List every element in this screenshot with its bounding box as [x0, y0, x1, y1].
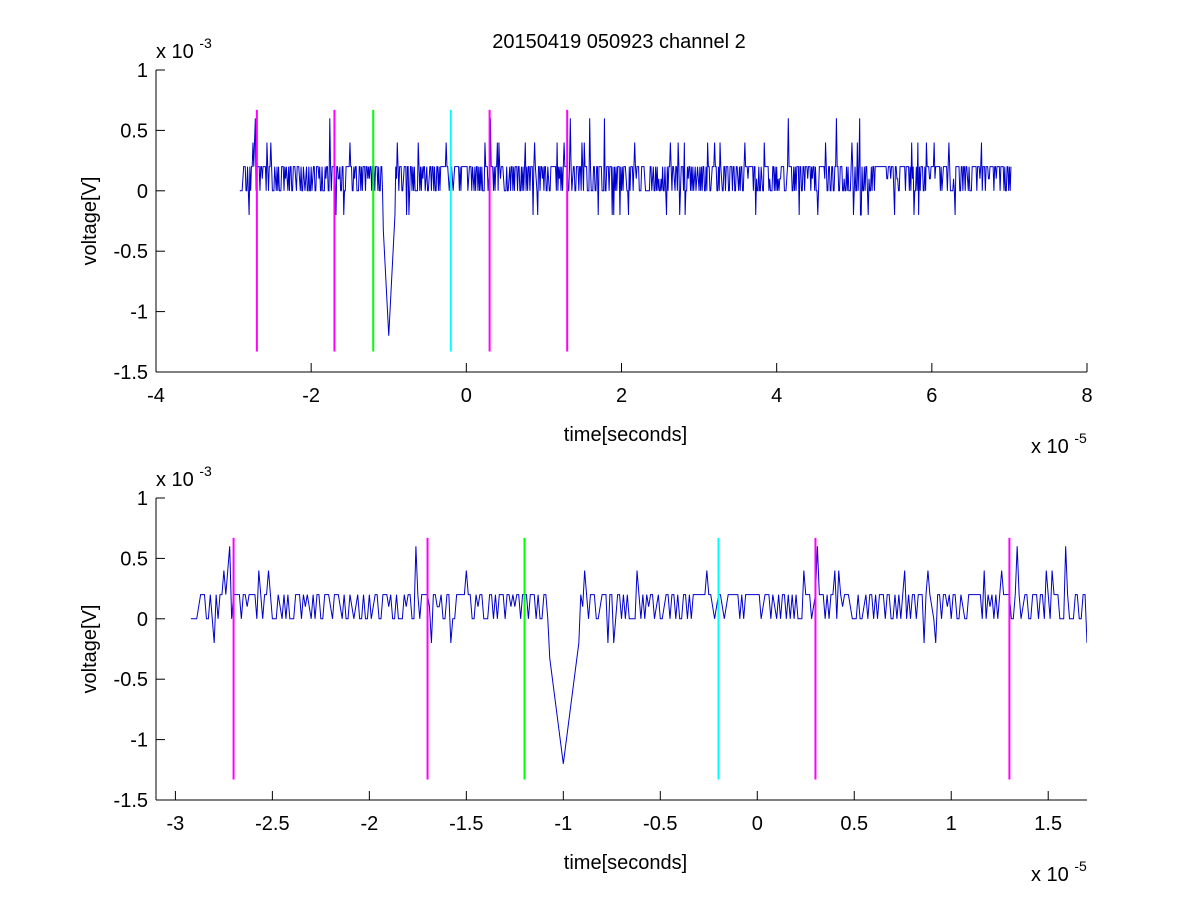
x-axis-label: time[seconds] — [564, 424, 687, 446]
x-tick-label: -1.5 — [449, 813, 483, 835]
x-tick-label: 1 — [946, 813, 957, 835]
y-tick-label: 0 — [137, 609, 148, 631]
x-tick-label: -4 — [147, 385, 165, 407]
x-tick-label: -2 — [302, 385, 320, 407]
x-exponent-label: x 10 -5 — [1031, 858, 1087, 886]
y-exponent-label: x 10 -3 — [156, 463, 212, 491]
y-axis-label: voltage[V] — [79, 605, 101, 694]
figure-title: 20150419 050923 channel 2 — [492, 31, 746, 53]
x-tick-label: -3 — [166, 813, 184, 835]
y-tick-label: 0.5 — [120, 120, 148, 142]
voltage-trace — [190, 546, 1087, 764]
x-tick-label: 1.5 — [1034, 813, 1062, 835]
y-exponent-label: x 10 -3 — [156, 35, 212, 63]
x-tick-label: 8 — [1081, 385, 1092, 407]
x-exponent-label: x 10 -5 — [1031, 430, 1087, 458]
x-tick-label: -2 — [360, 813, 378, 835]
y-tick-label: 1 — [137, 60, 148, 82]
y-tick-label: -1 — [130, 302, 148, 324]
x-tick-label: -1 — [554, 813, 572, 835]
voltage-trace — [239, 118, 1012, 336]
x-axis-label: time[seconds] — [564, 852, 687, 874]
x-tick-label: 0.5 — [840, 813, 868, 835]
x-tick-label: 0 — [461, 385, 472, 407]
y-tick-label: 1 — [137, 488, 148, 510]
y-axis-label: voltage[V] — [79, 177, 101, 266]
plot-area — [190, 537, 1087, 780]
bottom-axes: -3 -2.5 -2 -1.5 -1 -0.5 0 0.5 1 1.5 -1.5 -1 -0.5 0 0.5… — [79, 463, 1087, 886]
x-tick-label: 2 — [616, 385, 627, 407]
y-tick-label: -1.5 — [114, 362, 148, 384]
y-tick-label: -1.5 — [114, 790, 148, 812]
y-tick-label: -0.5 — [114, 669, 148, 691]
x-tick-label: -2.5 — [255, 813, 289, 835]
y-tick-label: 0.5 — [120, 548, 148, 570]
y-tick-label: -1 — [130, 730, 148, 752]
x-tick-label: 6 — [926, 385, 937, 407]
x-tick-label: 4 — [771, 385, 782, 407]
y-tick-label: 0 — [137, 181, 148, 203]
top-axes: -4 -2 0 2 4 6 8 -1.5 -1 -0.5 0 0.5 1 time[seconds] vol… — [79, 35, 1093, 458]
plot-area — [239, 109, 1012, 352]
y-tick-label: -0.5 — [114, 241, 148, 263]
x-tick-label: 0 — [752, 813, 763, 835]
x-tick-label: -0.5 — [643, 813, 677, 835]
